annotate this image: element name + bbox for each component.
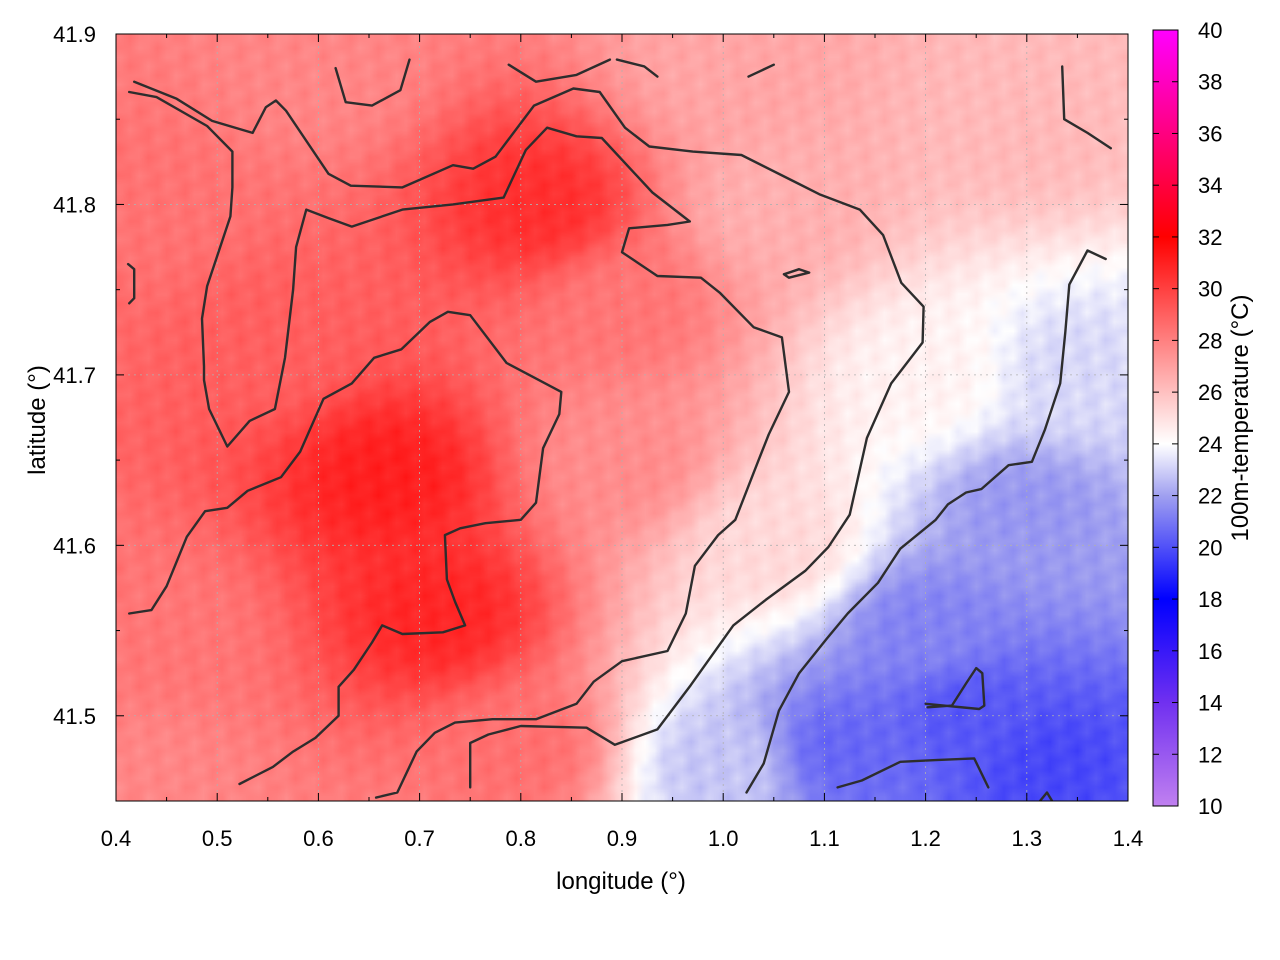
colorbar-tick-label-38: 38 [1198,70,1222,95]
colorbar-tick-label-28: 28 [1198,328,1222,353]
x-tick-label-1.0: 1.0 [708,826,739,851]
contour-line-9 [1061,65,1112,150]
contour-line-6 [507,58,612,83]
x-tick-label-0.4: 0.4 [101,826,132,851]
colorbar-tick-label-32: 32 [1198,225,1222,250]
colorbar-tick-label-10: 10 [1198,794,1222,819]
colorbar-tick-label-30: 30 [1198,277,1222,302]
contour-lines [126,58,1112,801]
contour-line-4 [126,262,136,305]
x-tick-label-0.6: 0.6 [303,826,334,851]
contour-line-2 [127,90,791,799]
x-tick-label-0.5: 0.5 [202,826,233,851]
colorbar-tick-label-12: 12 [1198,742,1222,767]
y-axis-tick-labels: 41.5 41.6 41.7 41.8 41.9 [53,22,96,729]
x-tick-label-0.7: 0.7 [404,826,435,851]
contour-line-12 [924,666,986,711]
plot-area [115,33,1129,802]
x-tick-label-1.3: 1.3 [1012,826,1043,851]
colorbar-tick-label-40: 40 [1198,18,1222,43]
contour-line-8 [747,63,775,78]
colorbar-ticks [1153,29,1178,807]
colorbar-title: 100m-temperature (°C) [1227,294,1254,541]
contour-line-11 [745,249,1107,794]
contour-line-14 [1038,791,1054,801]
x-tick-label-0.8: 0.8 [506,826,537,851]
colorbar-tick-label-22: 22 [1198,484,1222,509]
colorbar-tick-label-16: 16 [1198,639,1222,664]
colorbar-tick-label-20: 20 [1198,535,1222,560]
colorbar: 10 12 14 16 18 20 22 24 26 28 30 32 34 36 38 40 100m-te… [1152,18,1254,819]
axis-ticks [115,33,1129,801]
x-tick-label-1.1: 1.1 [809,826,840,851]
y-tick-label-41.9: 41.9 [53,22,96,47]
contour-line-5 [334,58,411,107]
y-tick-label-41.7: 41.7 [53,363,96,388]
contour-line-1 [133,80,925,789]
colorbar-tick-label-26: 26 [1198,380,1222,405]
contour-line-3 [127,310,563,786]
y-tick-label-41.8: 41.8 [53,192,96,217]
colorbar-frame [1152,29,1179,807]
y-axis-title: latitude (°) [24,365,51,475]
colorbar-tick-label-24: 24 [1198,432,1222,457]
x-axis-title: longitude (°) [556,868,686,895]
x-tick-label-1.2: 1.2 [910,826,941,851]
colorbar-tick-label-34: 34 [1198,173,1222,198]
colorbar-tick-labels: 10 12 14 16 18 20 22 24 26 28 30 32 34 36 38 40 [1198,18,1222,819]
colorbar-gradient [1153,30,1178,806]
contour-line-13 [836,757,990,789]
colorbar-tick-label-18: 18 [1198,587,1222,612]
colorbar-tick-label-14: 14 [1198,691,1222,716]
y-tick-label-41.6: 41.6 [53,533,96,558]
contour-line-10 [782,268,811,279]
colorbar-tick-label-36: 36 [1198,121,1222,146]
contour-line-7 [615,58,659,78]
y-tick-label-41.5: 41.5 [53,704,96,729]
x-tick-label-1.4: 1.4 [1113,826,1144,851]
x-axis-tick-labels: 0.4 0.5 0.6 0.7 0.8 0.9 1.0 1.1 1.2 1.3 1.4 [101,826,1144,851]
x-tick-label-0.9: 0.9 [607,826,638,851]
